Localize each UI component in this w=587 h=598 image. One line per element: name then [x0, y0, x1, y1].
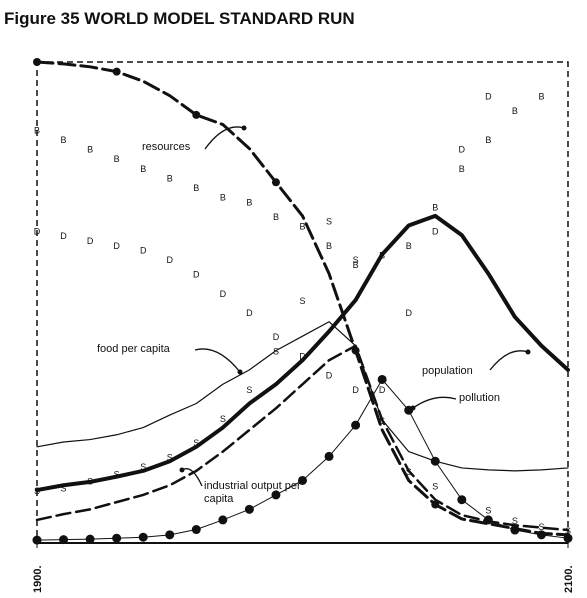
letter-mark: S: [538, 522, 544, 532]
x-tick-label: 1900.: [32, 565, 44, 593]
series-line: [35, 213, 570, 493]
letter-mark: B: [193, 183, 199, 193]
letter-mark: B: [246, 197, 252, 207]
dot-mark: [431, 500, 440, 509]
letter-mark: S: [379, 416, 385, 426]
letter-mark: D: [34, 226, 41, 236]
chart-title: Figure 35 WORLD MODEL STANDARD RUN: [4, 9, 355, 28]
arrow-head: [237, 369, 243, 375]
letter-mark: D: [193, 270, 200, 280]
letter-mark: B: [114, 154, 120, 164]
letter-mark: B: [459, 164, 465, 174]
series-label: resources: [142, 141, 191, 153]
letter-mark: S: [167, 452, 173, 462]
letter-mark: D: [87, 236, 94, 246]
letter-mark: B: [34, 125, 40, 135]
letter-mark: B: [353, 260, 359, 270]
letter-mark: B: [406, 241, 412, 251]
letter-mark: B: [61, 135, 67, 145]
letter-mark: S: [34, 486, 40, 496]
letter-mark: S: [246, 385, 252, 395]
letter-mark: S: [87, 476, 93, 486]
letter-mark: B: [538, 92, 544, 102]
letter-mark: B: [379, 250, 385, 260]
dot-mark: [33, 58, 41, 66]
frame: [36, 61, 569, 544]
letter-mark: B: [273, 212, 279, 222]
letter-mark: D: [167, 255, 174, 265]
arrow-head: [410, 405, 416, 411]
letter-mark: B: [220, 193, 226, 203]
letter-mark: S: [273, 347, 279, 357]
letter-mark: B: [485, 135, 491, 145]
letter-mark: S: [459, 496, 465, 506]
letter-mark: D: [405, 308, 412, 318]
arrow-head: [241, 125, 247, 131]
series-line: [35, 344, 570, 532]
letter-mark: D: [485, 92, 492, 102]
letter-mark: S: [140, 462, 146, 472]
letter-mark: S: [193, 438, 199, 448]
letter-mark: S: [326, 217, 332, 227]
letter-mark: B: [87, 145, 93, 155]
series-label: industrial output per capita: [204, 480, 301, 505]
x-tick-label: 2100.: [563, 565, 575, 593]
letter-mark: S: [565, 526, 571, 536]
letter-mark: D: [299, 351, 306, 361]
letter-mark: D: [459, 145, 466, 155]
letter-mark: S: [61, 484, 67, 494]
letter-mark: S: [114, 469, 120, 479]
arrow-head: [179, 467, 185, 473]
letter-mark: B: [167, 173, 173, 183]
annotation-arrow: [489, 350, 529, 371]
letter-mark: S: [512, 516, 518, 526]
annotation-arrow: [204, 126, 245, 150]
letter-mark: D: [432, 226, 439, 236]
annotation-arrow: [194, 348, 241, 373]
letter-mark: S: [353, 255, 359, 265]
letter-mark: D: [220, 289, 227, 299]
dot-mark: [192, 110, 201, 119]
letter-mark: D: [326, 371, 333, 381]
series-label: food per capita: [97, 343, 170, 355]
annotation-arrow: [412, 396, 457, 409]
series-line: [36, 378, 569, 541]
letter-mark: D: [60, 231, 67, 241]
dot-mark: [112, 67, 121, 76]
letter-mark: B: [299, 222, 305, 232]
letter-mark: S: [432, 481, 438, 491]
letter-mark: D: [273, 332, 280, 342]
series-label: population: [422, 365, 473, 377]
letter-mark: S: [485, 505, 491, 515]
letter-mark: D: [140, 246, 147, 256]
letter-mark: S: [406, 467, 412, 477]
letter-mark: S: [299, 296, 305, 306]
series-line: [35, 60, 570, 537]
letter-mark: B: [140, 164, 146, 174]
letter-mark: D: [379, 385, 386, 395]
letter-mark: D: [113, 241, 120, 251]
letter-mark: B: [512, 106, 518, 116]
series-line: [36, 321, 569, 472]
letter-mark: D: [352, 385, 359, 395]
dot-mark: [271, 178, 280, 187]
arrow-head: [525, 349, 531, 355]
letter-mark: B: [326, 241, 332, 251]
letter-mark: B: [432, 202, 438, 212]
letter-mark: D: [246, 308, 253, 318]
letter-mark: S: [220, 414, 226, 424]
series-label: pollution: [459, 392, 500, 404]
